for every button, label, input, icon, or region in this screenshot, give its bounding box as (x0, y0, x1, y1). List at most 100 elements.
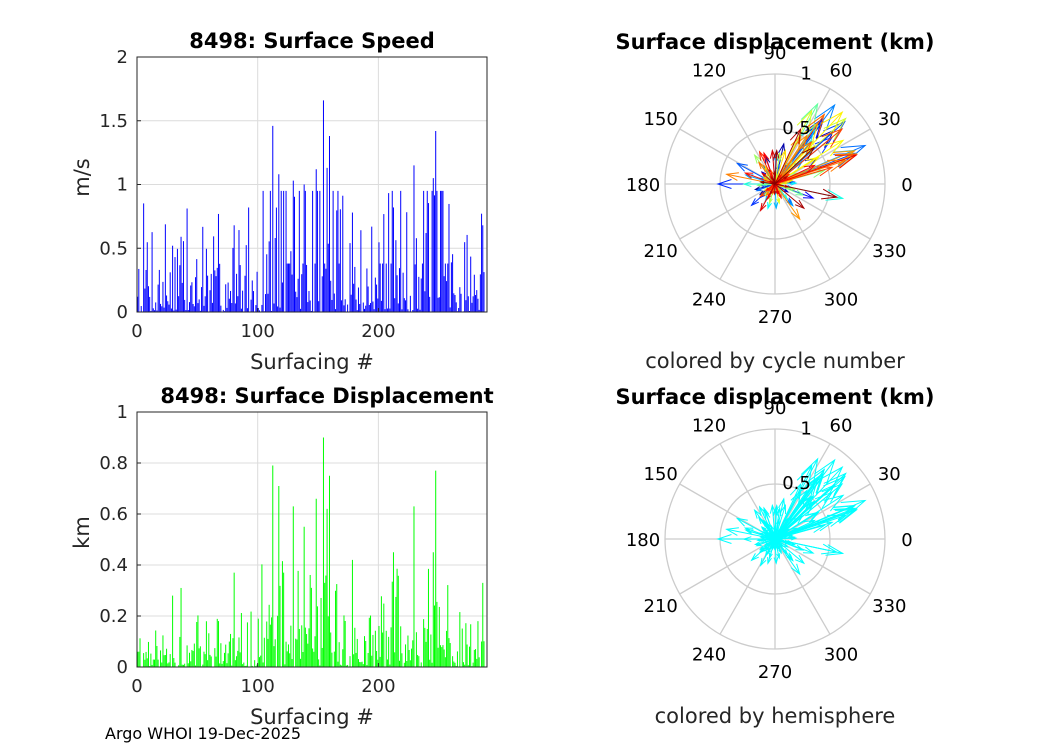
arrow-head (778, 497, 786, 510)
arrow-head (757, 516, 765, 525)
arrow (774, 150, 855, 185)
arrow (774, 183, 801, 220)
arrow-head (768, 198, 773, 205)
arrow-head (790, 208, 801, 221)
arrow-head (796, 109, 813, 132)
arrow-head (794, 554, 806, 565)
arrow (774, 502, 815, 540)
arrow-head (776, 553, 781, 560)
displacement-ylabel: km (70, 516, 94, 549)
arrow-head (761, 172, 767, 178)
arrow (758, 162, 776, 185)
arrow-head (800, 457, 819, 482)
spoke-line (774, 483, 871, 540)
arrow-head (789, 482, 802, 500)
x-tick-label: 200 (361, 321, 395, 342)
compass-hemisphere-arrows (716, 457, 867, 576)
arrow-head (767, 542, 772, 547)
compass-hemisphere-chart: 0 30 60 90 120 150 180 210 240 270 300 330 0.5 1 Surf… (615, 385, 934, 728)
radius-label: 0.5 (782, 118, 811, 139)
compass-cycle-arrows (716, 102, 867, 221)
arrow-head (790, 181, 798, 186)
arrow (774, 538, 837, 553)
arrow (774, 166, 833, 185)
arrow-head (784, 536, 789, 540)
arrow-head (795, 544, 805, 551)
angle-label: 330 (872, 596, 906, 617)
angle-label: 150 (644, 464, 678, 485)
arrow-head (742, 536, 752, 543)
arrow-head (796, 464, 813, 487)
y-tick-label: 1 (117, 402, 128, 423)
angle-label: 120 (692, 61, 726, 82)
x-tick-label: 0 (131, 676, 142, 697)
angle-label: 240 (692, 289, 726, 310)
y-tick-label: 0 (117, 657, 128, 678)
arrow-head (806, 511, 820, 523)
arrow-head (765, 546, 770, 552)
speed-xlabel: Surfacing # (250, 350, 374, 374)
arrow-head (759, 180, 765, 185)
arrow-head (783, 530, 789, 535)
arrow-head (773, 557, 779, 565)
arrow-head (773, 149, 780, 159)
arrow-head (820, 466, 844, 490)
arrow-head (755, 542, 762, 547)
arrow-head (756, 183, 763, 187)
displacement-ticks: 0 100 200 0 0.2 0.4 0.6 0.8 1 (99, 402, 395, 697)
arrow-head (769, 545, 773, 551)
speed-ylabel: m/s (70, 158, 94, 196)
arrow-head (803, 164, 817, 174)
angle-label: 330 (872, 241, 906, 262)
arrow-head (758, 192, 765, 198)
arrow-head (802, 546, 815, 554)
arrow-head (767, 556, 772, 565)
arrow-head (743, 527, 754, 534)
y-tick-label: 1 (117, 175, 128, 196)
spoke-line (774, 183, 871, 240)
arrow (760, 536, 776, 540)
arrow (774, 164, 815, 185)
radius-label: 1 (800, 64, 811, 85)
arrow-head (794, 199, 806, 210)
arrow-head (821, 543, 839, 555)
arrow-head (806, 156, 820, 168)
arrow-head (725, 527, 739, 536)
arrow (774, 538, 805, 564)
angle-label: 270 (758, 307, 792, 328)
angle-label: 30 (878, 464, 901, 485)
arrow-head (770, 530, 774, 535)
arrow-head (767, 201, 772, 210)
arrow-head (823, 139, 845, 157)
arrow-head (773, 191, 777, 196)
x-tick-label: 100 (241, 321, 275, 342)
arrow (774, 505, 778, 540)
arrow-head (772, 169, 776, 175)
arrow (765, 538, 776, 546)
arrow-head (783, 188, 790, 193)
arrow (726, 528, 776, 540)
arrow-head (803, 519, 817, 529)
speed-bars (137, 100, 485, 312)
arrow-head (834, 508, 858, 523)
arrow-head (772, 524, 776, 530)
arrow (774, 150, 778, 185)
x-tick-label: 200 (361, 676, 395, 697)
arrow-head (805, 117, 824, 139)
angle-label: 0 (901, 530, 912, 551)
arrow-head (800, 102, 819, 127)
angle-label: 0 (901, 175, 912, 196)
arrow-head (750, 553, 759, 562)
arrow-head (776, 198, 781, 205)
arrow-head (795, 189, 805, 196)
displacement-xlabel: Surfacing # (250, 705, 374, 729)
arrow-head (759, 557, 767, 567)
angle-label: 240 (692, 644, 726, 665)
arrow (774, 505, 855, 540)
arrow-head (784, 181, 789, 185)
x-tick-label: 0 (131, 321, 142, 342)
arrow-head (821, 483, 844, 503)
arrow-head (725, 172, 739, 181)
arrow-head (827, 514, 848, 527)
arrow-head (755, 187, 762, 192)
